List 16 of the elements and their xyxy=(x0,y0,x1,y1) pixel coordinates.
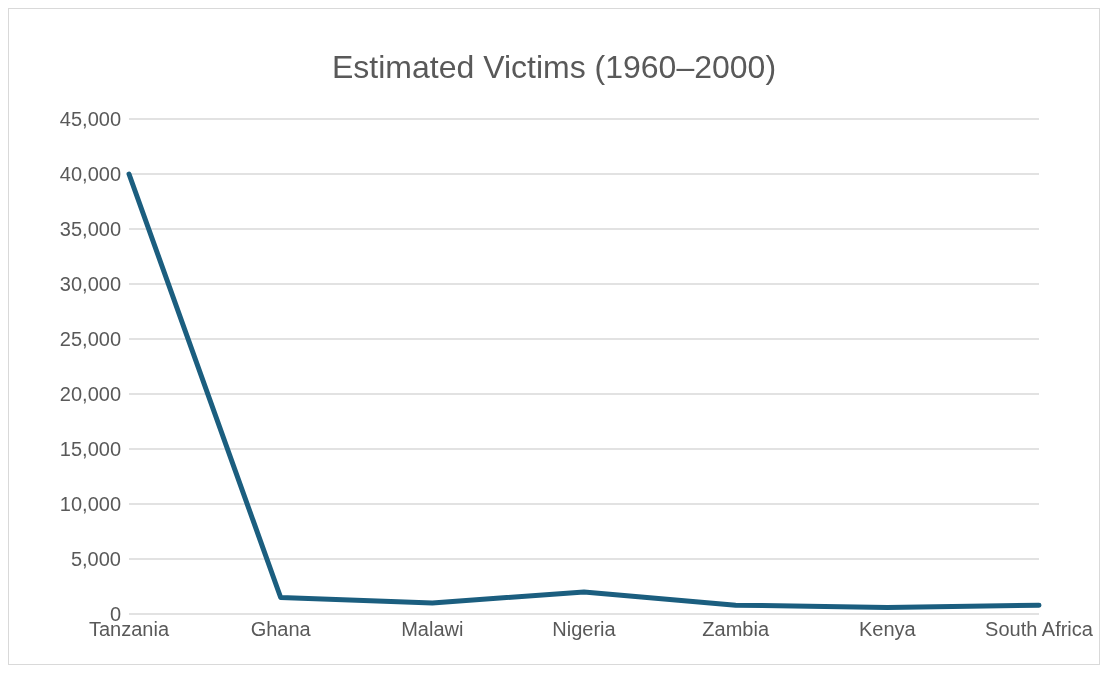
x-tick-label: Zambia xyxy=(702,618,770,641)
y-tick-label: 35,000 xyxy=(59,218,121,241)
x-tick-label: Malawi xyxy=(401,618,464,641)
y-tick-label: 5,000 xyxy=(70,548,121,571)
x-tick-label: Ghana xyxy=(250,618,312,641)
x-tick-label: South Africa xyxy=(985,618,1094,641)
y-tick-label: 25,000 xyxy=(59,328,121,351)
y-tick-label: 15,000 xyxy=(59,438,121,461)
y-tick-label: 30,000 xyxy=(59,273,121,296)
y-tick-label: 40,000 xyxy=(59,163,121,186)
x-tick-label: Kenya xyxy=(858,618,917,641)
chart-title: Estimated Victims (1960–2000) xyxy=(330,49,778,87)
y-tick-label: 45,000 xyxy=(59,108,121,131)
y-tick-label: 10,000 xyxy=(59,493,121,516)
y-tick-label: 20,000 xyxy=(59,383,121,406)
x-tick-label: Nigeria xyxy=(552,618,617,641)
